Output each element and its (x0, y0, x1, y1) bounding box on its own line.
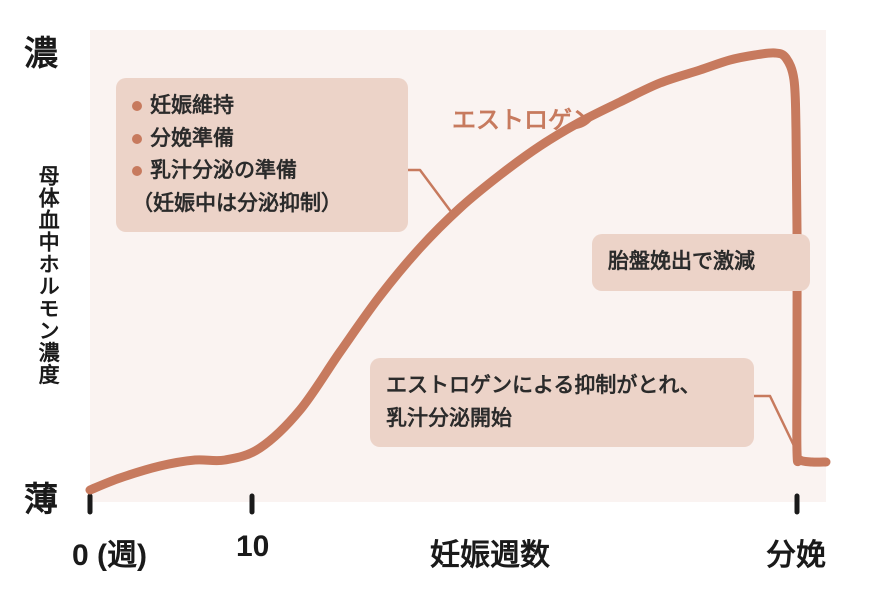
bullet-text: 分娩準備 (150, 123, 234, 156)
callout-lactation-start: エストロゲンによる抑制がとれ、 乳汁分泌開始 (370, 358, 754, 447)
bullet-text: 乳汁分泌の準備 (150, 155, 297, 188)
y-axis-title: 母体血中ホルモン濃度 (36, 165, 59, 386)
x-axis-right-label: 分娩 (766, 530, 826, 574)
series-label-estrogen: エストロゲン (452, 100, 596, 135)
x-tick-0: 0 (週) (72, 530, 147, 574)
bullet-item: 妊娠維持 (132, 90, 392, 123)
x-tick-10: 10 (236, 530, 269, 564)
callout-line: 乳汁分泌開始 (386, 403, 738, 436)
x-axis-title: 妊娠週数 (430, 530, 550, 574)
y-axis-bottom-label: 薄 (24, 472, 58, 521)
chart-stage: 濃 薄 母体血中ホルモン濃度 0 (週) 10 妊娠週数 分娩 エストロゲン 妊… (0, 0, 872, 596)
callout-line: エストロゲンによる抑制がとれ、 (386, 370, 738, 403)
bullet-dot-icon (132, 134, 142, 144)
bullet-text: 妊娠維持 (150, 90, 234, 123)
bullet-dot-icon (132, 101, 142, 111)
y-axis-top-label: 濃 (24, 26, 58, 75)
callout-placenta-drop: 胎盤娩出で激減 (592, 234, 810, 291)
callout-estrogen-functions: 妊娠維持 分娩準備 乳汁分泌の準備 （妊娠中は分泌抑制） (116, 78, 408, 232)
bullet-item: 乳汁分泌の準備 (132, 155, 392, 188)
callout-note: （妊娠中は分泌抑制） (132, 188, 392, 221)
bullet-dot-icon (132, 166, 142, 176)
bullet-item: 分娩準備 (132, 123, 392, 156)
